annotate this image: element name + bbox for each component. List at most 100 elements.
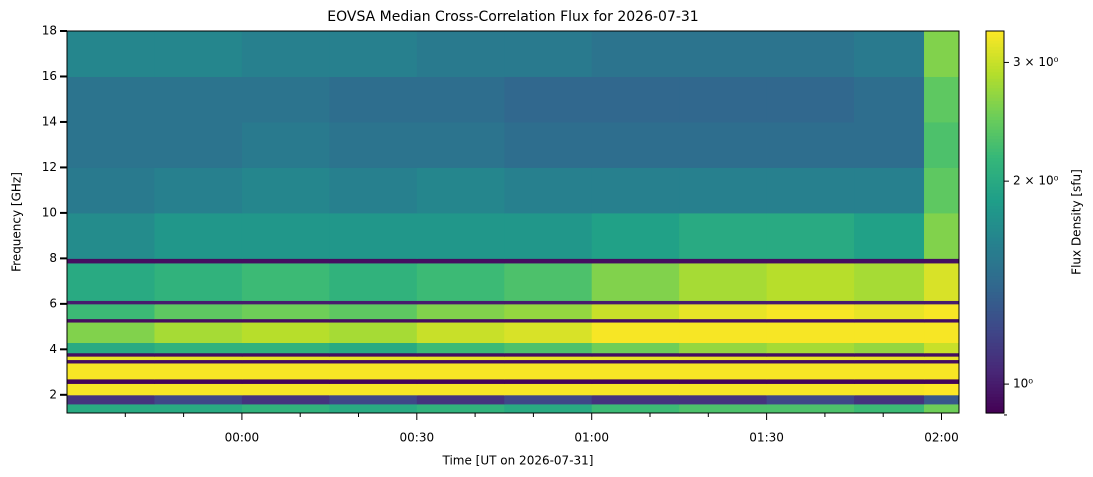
colorbar-segment: [986, 174, 1004, 179]
colorbar-segment: [986, 276, 1004, 280]
colorbar-segment: [986, 304, 1004, 309]
colorbar-segment: [986, 66, 1004, 70]
y-tick-label: 8: [49, 251, 57, 265]
heatmap-cell: [154, 356, 243, 361]
heatmap-cell: [67, 378, 155, 384]
heatmap-cell: [766, 76, 855, 123]
heatmap-cell: [329, 342, 418, 354]
colorbar-segment: [986, 110, 1004, 115]
colorbar-segment: [986, 161, 1004, 166]
heatmap-cell: [154, 167, 243, 214]
heatmap-cell: [504, 300, 593, 305]
heatmap-cell: [154, 322, 243, 344]
colorbar-segment: [986, 355, 1004, 360]
heatmap-cell: [591, 342, 680, 354]
heatmap-cell: [591, 31, 680, 77]
colorbar-segment: [986, 307, 1004, 312]
heatmap-cell: [766, 303, 855, 320]
heatmap-cell: [241, 76, 330, 123]
heatmap-cell: [679, 167, 768, 214]
colorbar-segment: [986, 91, 1004, 96]
colorbar-segment: [986, 222, 1004, 226]
colorbar-segment: [986, 272, 1004, 277]
heatmap-cell: [504, 318, 593, 323]
heatmap-cell: [154, 359, 243, 364]
heatmap-cell: [591, 262, 680, 301]
colorbar-segment: [986, 234, 1004, 239]
heatmap-cell: [591, 76, 680, 123]
heatmap-cell: [766, 356, 855, 361]
heatmap-cell: [329, 303, 418, 320]
heatmap-cell: [504, 322, 593, 344]
x-tick-label: 00:30: [400, 431, 435, 445]
heatmap-cell: [854, 342, 925, 354]
colorbar-segment: [986, 50, 1004, 54]
colorbar-segment: [986, 346, 1004, 350]
colorbar-segment: [986, 406, 1004, 411]
heatmap-cell: [67, 121, 155, 168]
heatmap-cell: [329, 300, 418, 305]
heatmap-cell: [854, 300, 925, 305]
x-tick-label: 02:00: [924, 431, 959, 445]
heatmap-cell: [679, 378, 768, 384]
heatmap-cell: [67, 322, 155, 344]
heatmap-cell: [854, 258, 925, 264]
heatmap-cell: [67, 262, 155, 301]
heatmap-cell: [416, 76, 505, 123]
colorbar-segment: [986, 409, 1004, 414]
colorbar-segment: [986, 120, 1004, 124]
colorbar-segment: [986, 387, 1004, 392]
heatmap-cell: [329, 394, 418, 405]
heatmap-cell: [591, 352, 680, 357]
colorbar-segment: [986, 358, 1004, 363]
heatmap-cell: [416, 394, 505, 405]
heatmap-cell: [924, 258, 960, 264]
colorbar-segment: [986, 56, 1004, 61]
heatmap-cell: [67, 403, 155, 414]
heatmap-cell: [766, 167, 855, 214]
heatmap-cell: [416, 121, 505, 168]
heatmap-cell: [241, 322, 330, 344]
colorbar-segment: [986, 215, 1004, 220]
heatmap-cell: [67, 356, 155, 361]
heatmap-cell: [924, 212, 960, 259]
heatmap-cell: [329, 322, 418, 344]
heatmap-cell: [766, 403, 855, 414]
heatmap-cell: [591, 356, 680, 361]
heatmap-cell: [766, 394, 855, 405]
colorbar-segment: [986, 244, 1004, 249]
heatmap-cell: [591, 394, 680, 405]
heatmap-cell: [591, 322, 680, 344]
heatmap-cell: [67, 359, 155, 364]
colorbar-segment: [986, 46, 1004, 51]
colorbar-segment: [986, 186, 1004, 191]
heatmap-cell: [67, 362, 155, 380]
heatmap-cell: [416, 362, 505, 380]
heatmap-cell: [766, 359, 855, 364]
heatmap-cell: [504, 352, 593, 357]
colorbar-segment: [986, 180, 1004, 185]
colorbar-segment: [986, 298, 1004, 303]
colorbar-segment: [986, 167, 1004, 172]
heatmap-cell: [416, 352, 505, 357]
colorbar-segment: [986, 288, 1004, 293]
heatmap-cell: [766, 212, 855, 259]
heatmap-cell: [854, 394, 925, 405]
heatmap-cell: [679, 352, 768, 357]
heatmap-cell: [241, 352, 330, 357]
heatmap-cell: [924, 403, 960, 414]
heatmap-cell: [329, 356, 418, 361]
heatmap-cell: [154, 212, 243, 259]
y-tick-label: 16: [42, 69, 57, 83]
x-axis-label: Time [UT on 2026-07-31]: [442, 454, 594, 468]
heatmap-cell: [67, 167, 155, 214]
heatmap-cell: [679, 362, 768, 380]
heatmap-cell: [591, 212, 680, 259]
colorbar-segment: [986, 59, 1004, 64]
colorbar-segment: [986, 320, 1004, 325]
colorbar-segment: [986, 209, 1004, 214]
heatmap-cell: [154, 76, 243, 123]
heatmap-cell: [591, 121, 680, 168]
heatmap-cell: [241, 362, 330, 380]
y-tick-label: 12: [42, 160, 57, 174]
